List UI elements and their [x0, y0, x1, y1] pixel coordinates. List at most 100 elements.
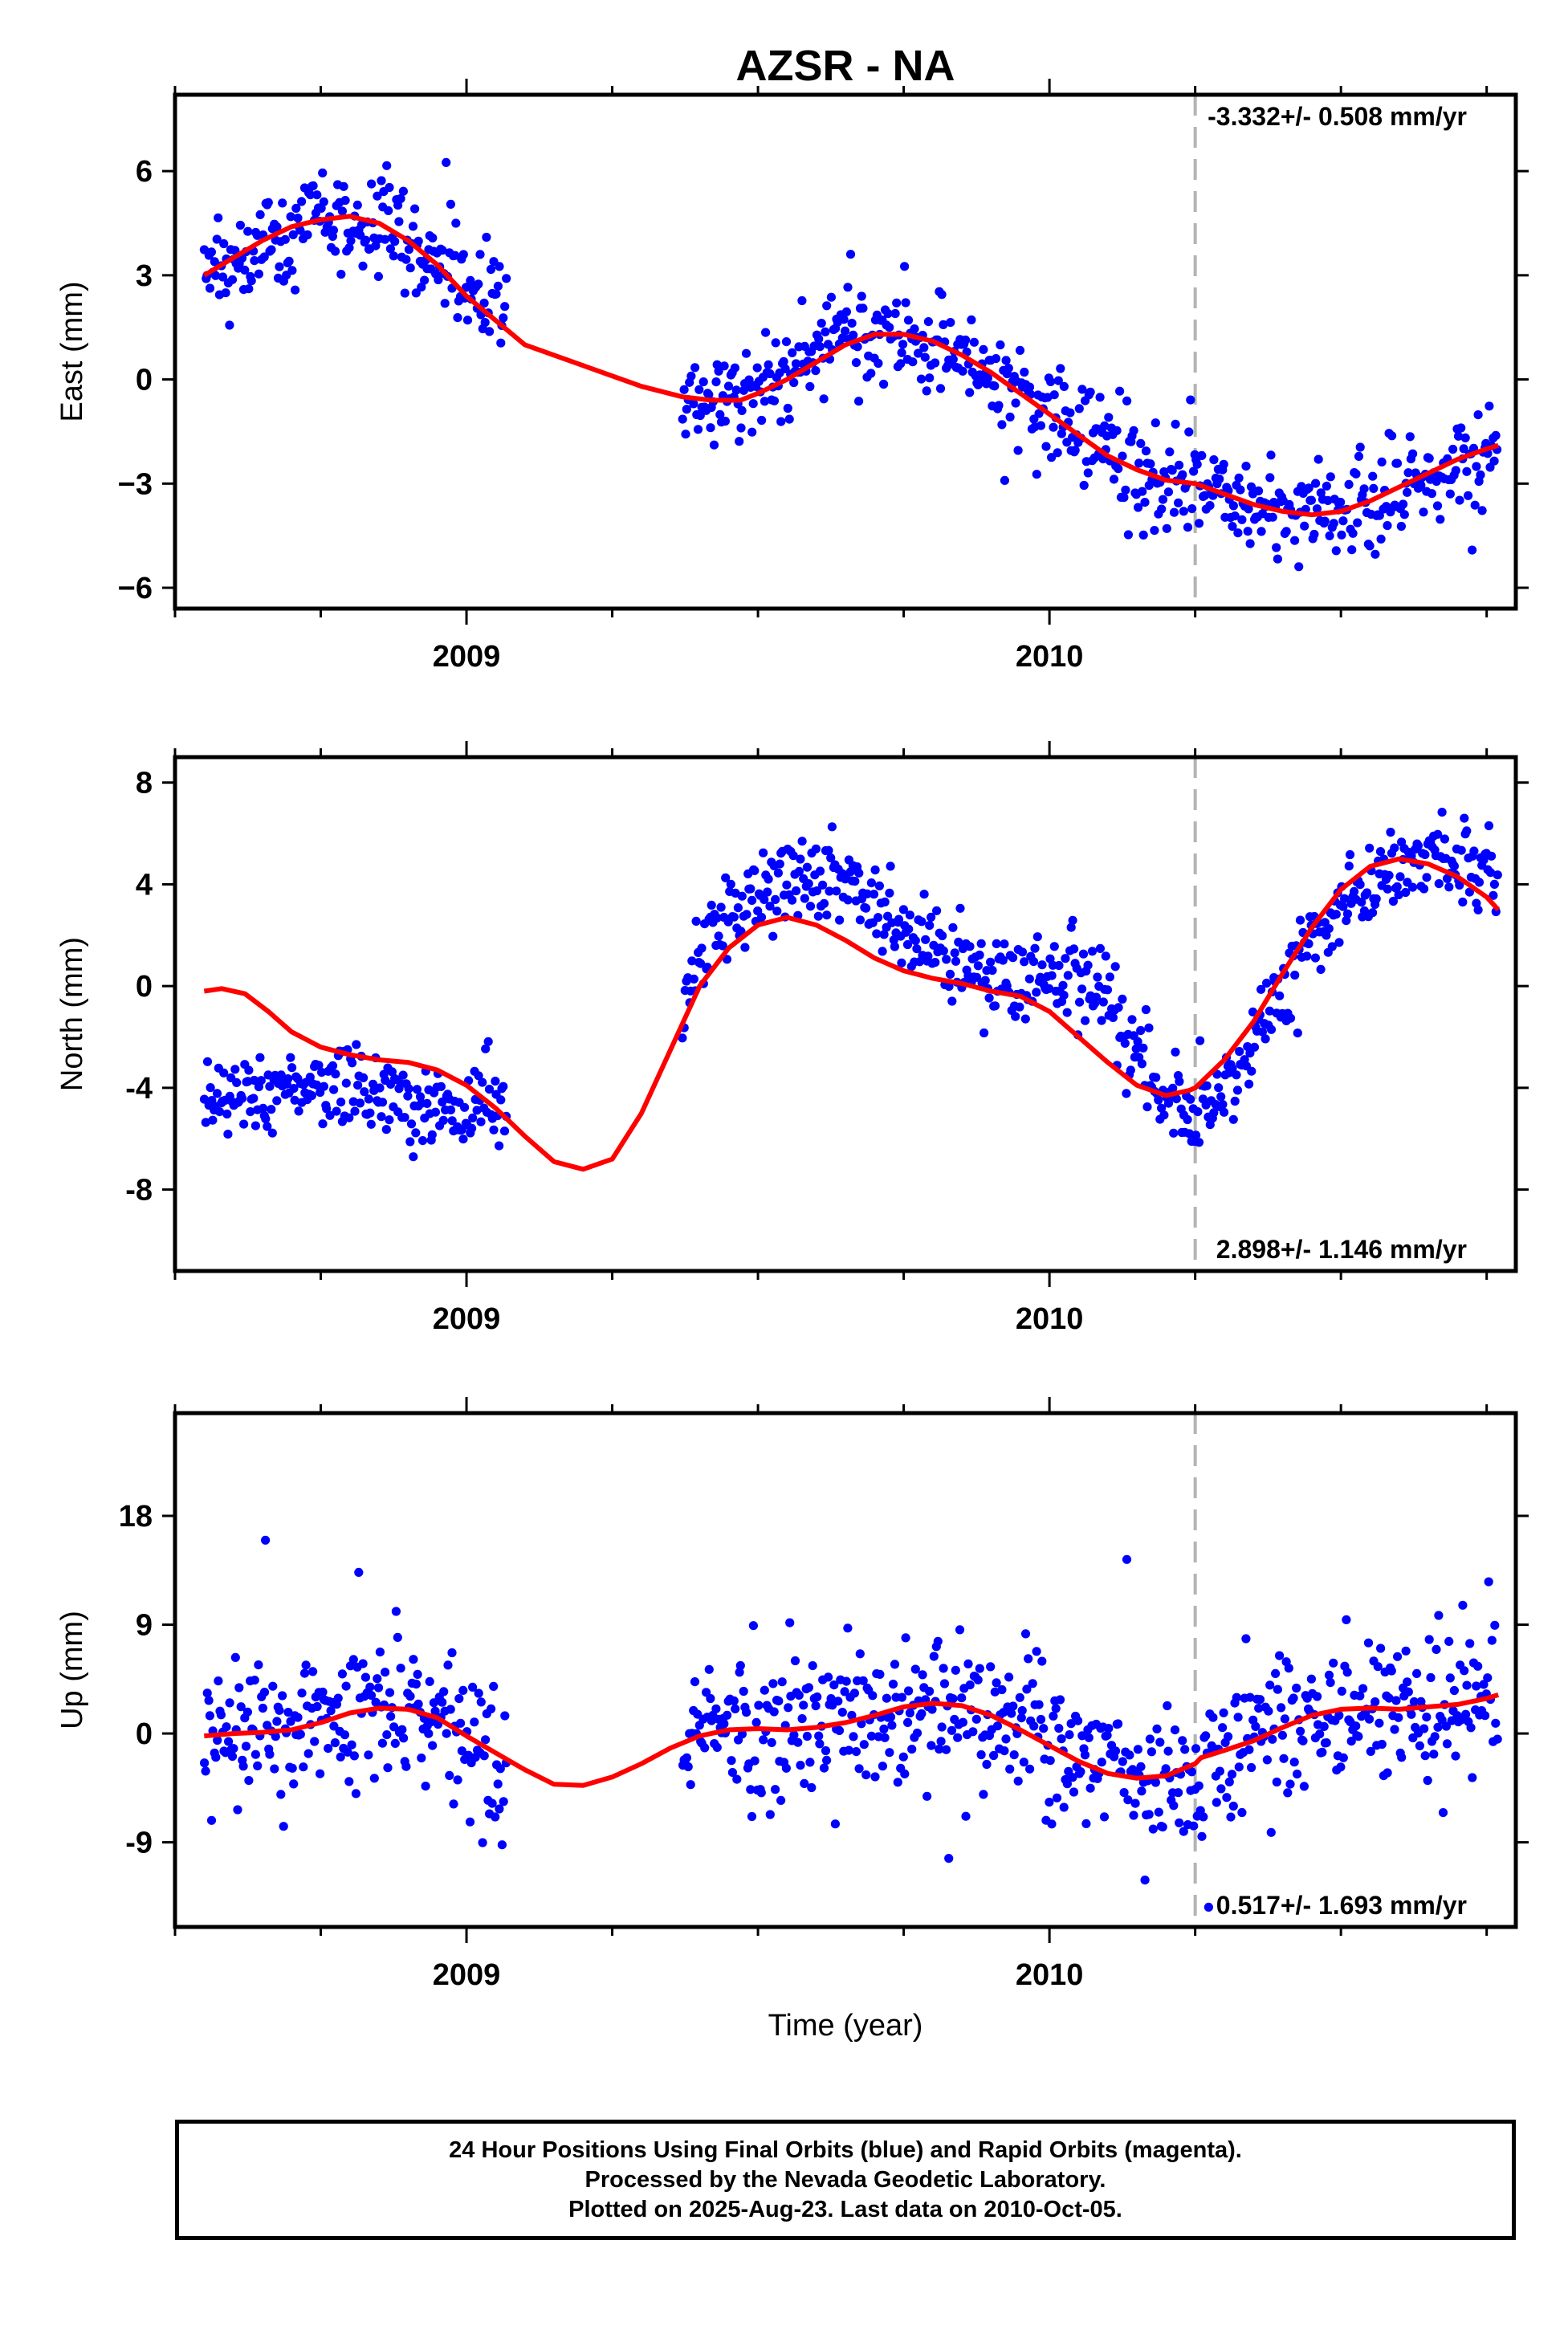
data-point: [1069, 1787, 1079, 1797]
data-point: [901, 298, 910, 308]
data-point: [1424, 1635, 1434, 1644]
data-point: [1134, 503, 1143, 512]
data-point: [989, 1750, 999, 1761]
data-point: [244, 284, 254, 294]
data-point: [976, 939, 986, 948]
data-point: [299, 1762, 308, 1772]
data-point: [1283, 1788, 1293, 1798]
data-point: [695, 410, 705, 421]
data-point: [1015, 1693, 1024, 1702]
data-point: [322, 1104, 332, 1114]
data-point: [961, 335, 971, 345]
data-point: [1319, 1721, 1329, 1731]
data-point: [905, 1708, 914, 1718]
data-point: [1458, 897, 1468, 907]
data-point: [272, 1096, 282, 1106]
data-point: [808, 1661, 817, 1671]
data-point: [893, 1778, 902, 1787]
data-point: [350, 1106, 360, 1116]
data-point: [1466, 1723, 1476, 1733]
data-point: [1275, 1651, 1285, 1660]
data-point: [1430, 1732, 1440, 1741]
data-point: [696, 959, 706, 968]
data-point: [396, 1664, 405, 1673]
data-point: [1429, 1750, 1439, 1759]
data-point: [855, 1649, 865, 1659]
data-point: [434, 275, 443, 285]
data-point: [1146, 459, 1155, 469]
data-point: [227, 1752, 238, 1762]
data-point: [965, 388, 975, 397]
data-point: [369, 1774, 379, 1783]
data-point: [1136, 438, 1146, 449]
data-point: [1194, 519, 1204, 528]
data-point: [1115, 386, 1125, 396]
data-point: [918, 1670, 927, 1680]
data-point: [898, 340, 908, 349]
data-point: [1041, 442, 1051, 451]
data-point: [1224, 1777, 1234, 1786]
data-point: [278, 198, 287, 208]
data-point: [1073, 1716, 1083, 1725]
data-point: [212, 234, 222, 244]
data-point: [866, 369, 876, 378]
data-point: [1189, 466, 1199, 476]
data-point: [271, 1732, 280, 1741]
data-point: [902, 939, 913, 950]
data-point: [225, 1698, 234, 1708]
data-point: [1152, 1724, 1162, 1733]
data-point: [1076, 1767, 1085, 1777]
data-point: [381, 1668, 390, 1677]
data-point: [1403, 487, 1412, 497]
plot-frame: [173, 755, 1518, 1273]
data-point: [1456, 845, 1466, 855]
panel-up: 18 9 0 -9 2009 2010 Up (mm) 0.517+/- 1.693 mm/y…: [55, 1397, 1529, 1992]
data-point: [1178, 1736, 1187, 1745]
data-point: [1266, 1024, 1277, 1034]
data-point: [326, 1706, 336, 1716]
data-point: [1237, 1807, 1247, 1818]
data-point: [1133, 1745, 1142, 1754]
data-point: [1268, 512, 1277, 522]
data-point: [1444, 882, 1454, 892]
data-point: [1310, 953, 1320, 963]
data-point: [1370, 549, 1380, 559]
data-point: [1316, 964, 1326, 974]
data-point: [794, 866, 804, 876]
data-point: [874, 913, 883, 923]
data-point: [1473, 409, 1483, 420]
data-point: [1407, 1709, 1416, 1719]
data-point: [1175, 1818, 1184, 1827]
data-point: [1047, 971, 1057, 980]
data-point: [1045, 1798, 1054, 1807]
data-point: [1462, 826, 1472, 836]
data-point: [682, 405, 691, 414]
data-point: [306, 190, 316, 200]
data-point: [1057, 429, 1066, 438]
data-point: [446, 1105, 456, 1114]
data-point: [843, 283, 853, 292]
data-point: [690, 363, 700, 373]
data-point: [888, 1680, 898, 1689]
data-point: [992, 939, 1001, 948]
data-point: [1342, 909, 1353, 919]
data-point: [759, 1735, 768, 1745]
data-point: [451, 218, 461, 228]
data-point: [411, 288, 421, 298]
y-tick-label: -4: [125, 1072, 153, 1106]
data-point: [1037, 1656, 1047, 1666]
data-point: [739, 1686, 748, 1697]
data-point: [811, 844, 821, 853]
data-point: [869, 890, 879, 899]
data-point: [1077, 385, 1087, 394]
data-point: [1290, 536, 1300, 545]
data-point: [1134, 458, 1144, 468]
data-point: [1306, 1674, 1316, 1684]
data-point: [811, 366, 821, 376]
data-point: [390, 237, 400, 246]
data-point: [1228, 501, 1238, 511]
data-point: [1051, 1704, 1061, 1713]
data-point: [1151, 418, 1160, 428]
data-point: [1215, 475, 1224, 484]
